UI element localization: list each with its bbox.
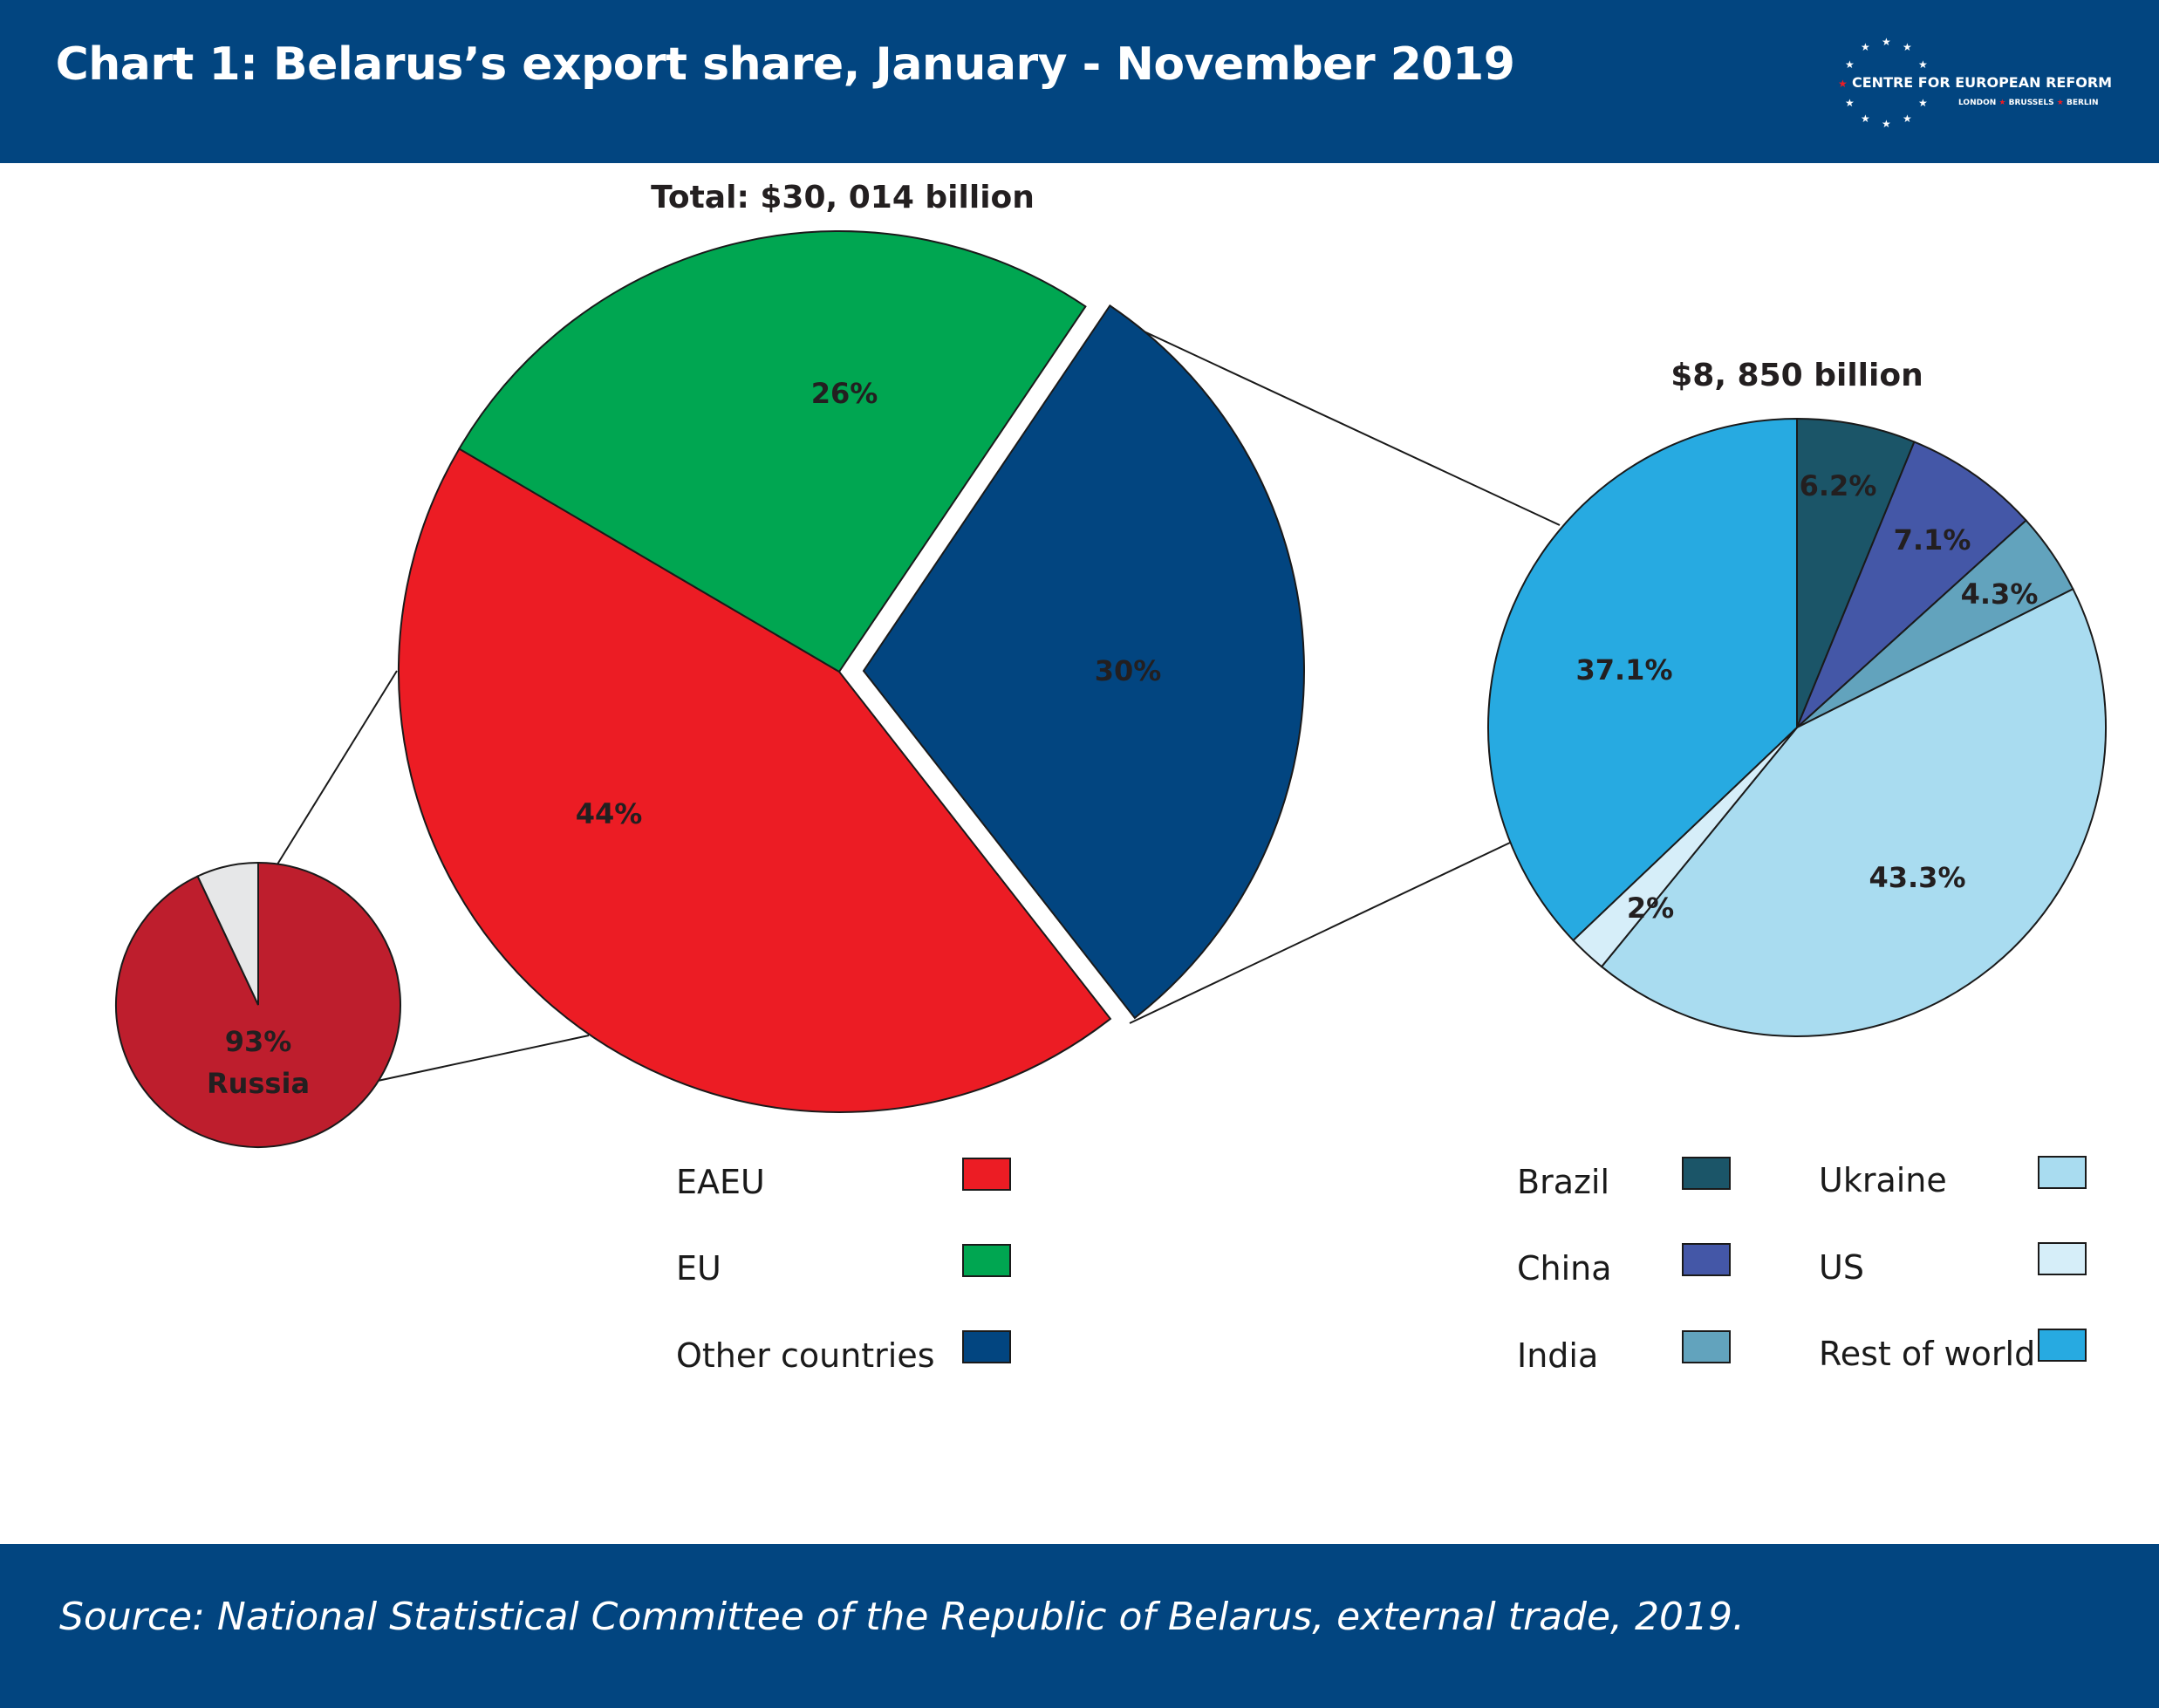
connector-line — [1129, 842, 1511, 1024]
legend-swatch-india — [1682, 1330, 1731, 1363]
legend-label-brazil: Brazil — [1517, 1163, 1610, 1201]
logo-star-icon: ★ — [1861, 41, 1870, 53]
slice-label-eaeu: 44% — [576, 797, 643, 830]
main-pie-title: Total: $30, 014 billion — [651, 180, 1035, 215]
legend-label-india: India — [1517, 1336, 1599, 1375]
logo-star-icon: ★ — [1845, 97, 1855, 109]
pie-slice-eaeu — [398, 447, 1112, 1114]
pie-slice-other-countries — [862, 304, 1305, 1020]
slice-label-us: 2% — [1627, 892, 1674, 925]
slice-label-china: 7.1% — [1894, 523, 1971, 557]
pie-slice-ukraine — [1600, 587, 2107, 1037]
slice-label-russia: Russia — [207, 1067, 310, 1100]
chart-title: Chart 1: Belarus’s export share, January… — [55, 38, 1515, 91]
legend-label-eu: EU — [676, 1249, 721, 1288]
pie-slice-rest-of-world — [1487, 417, 1798, 942]
logo-star-icon: ★ — [1861, 113, 1870, 125]
other-pie-title: $8, 850 billion — [1670, 358, 1923, 393]
legend-swatch-brazil — [1682, 1157, 1731, 1190]
logo-star-icon: ★ — [1882, 118, 1891, 130]
connector-line — [1111, 316, 1561, 526]
logo-cities: LONDON ★ BRUSSELS ★ BERLIN — [1958, 99, 2099, 107]
legend-swatch-rest-of-world — [2038, 1329, 2087, 1362]
footer-bar: Source: National Statistical Committee o… — [0, 1544, 2159, 1708]
slice-label-brazil: 6.2% — [1800, 469, 1877, 502]
slice-label-rest-of-world: 37.1% — [1575, 653, 1672, 687]
slice-label-other-countries: 30% — [1095, 654, 1162, 687]
legend-swatch-us — [2038, 1242, 2087, 1275]
legend-label-eaeu: EAEU — [676, 1163, 765, 1201]
legend-label-other-countries: Other countries — [676, 1336, 935, 1375]
logo-name: CENTRE FOR EUROPEAN REFORM — [1852, 74, 2112, 91]
header-bar: Chart 1: Belarus’s export share, January… — [0, 0, 2159, 163]
logo-star-icon: ★ — [1845, 58, 1855, 71]
logo-star-icon: ★ — [1838, 78, 1848, 90]
source-note: Source: National Statistical Committee o… — [59, 1595, 1745, 1639]
legend-label-ukraine: Ukraine — [1819, 1161, 1947, 1199]
pie-slice-eu — [458, 230, 1087, 673]
logo-star-icon: ★ — [1918, 97, 1928, 109]
legend-swatch-other-countries — [962, 1330, 1011, 1363]
pie-slice-rest-of-eaeu — [196, 861, 259, 1006]
slice-label-india: 4.3% — [1961, 577, 2039, 611]
connector-line — [275, 670, 398, 868]
slice-label-russia-share: 93% — [225, 1025, 292, 1058]
slice-label-eu: 26% — [811, 377, 878, 410]
logo-star-icon: ★ — [1903, 113, 1912, 125]
logo-star-icon: ★ — [1903, 41, 1912, 53]
slice-label-ukraine: 43.3% — [1869, 861, 1965, 894]
legend-label-china: China — [1517, 1249, 1612, 1288]
legend-swatch-eaeu — [962, 1158, 1011, 1191]
legend-swatch-china — [1682, 1243, 1731, 1276]
legend-swatch-eu — [962, 1244, 1011, 1277]
pie-slice-china — [1796, 441, 2027, 728]
legend-label-rest-of-world: Rest of world — [1819, 1335, 2036, 1373]
pie-slice-brazil — [1796, 417, 1916, 728]
logo-star-icon: ★ — [1918, 58, 1928, 71]
legend-label-us: US — [1819, 1248, 1864, 1287]
legend-swatch-ukraine — [2038, 1156, 2087, 1189]
connector-line — [377, 1035, 590, 1082]
cer-logo: ★ ★ ★ ★ ★ ★ ★ ★ ★ ★ ★ CENTRE FOR EUROPEA… — [1838, 36, 2112, 130]
logo-star-icon: ★ — [1882, 36, 1891, 48]
